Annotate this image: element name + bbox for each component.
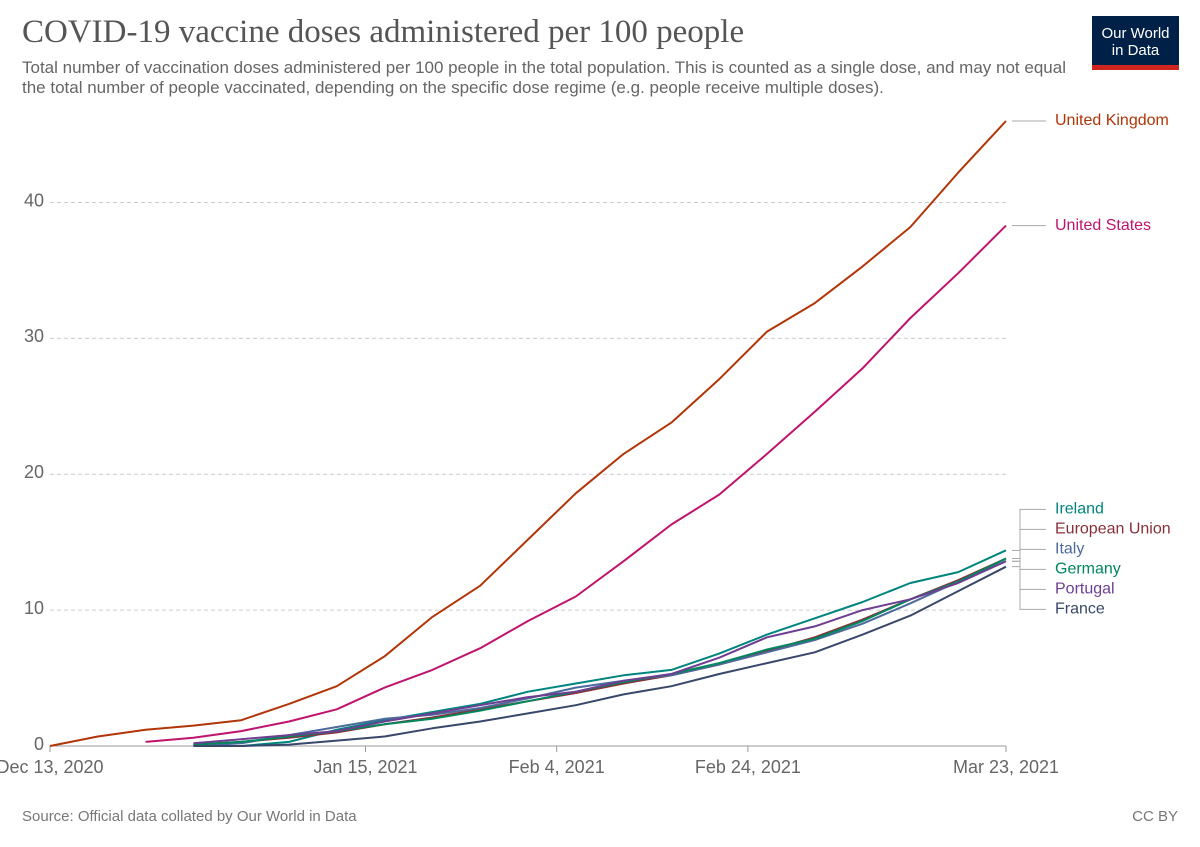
- label-connector: [1012, 560, 1046, 590]
- logo-text: in Data: [1111, 42, 1160, 59]
- series-line: [193, 565, 1007, 747]
- series-label: Germany: [1055, 561, 1121, 578]
- series-label: Italy: [1055, 541, 1084, 558]
- y-tick-label: 10: [24, 598, 44, 618]
- chart-subtitle: Total number of vaccination doses admini…: [22, 58, 1066, 97]
- series-label: France: [1055, 601, 1105, 618]
- label-connector: [1012, 528, 1046, 559]
- y-tick-label: 0: [34, 734, 44, 754]
- source: Source: Official data collated by Our Wo…: [22, 808, 357, 825]
- series-line: [193, 557, 1007, 746]
- series-label: Portugal: [1055, 581, 1115, 598]
- series-line: [145, 224, 1007, 743]
- label-connector: [1012, 558, 1046, 570]
- series-line: [241, 549, 1007, 747]
- y-tick-label: 30: [24, 326, 44, 346]
- x-tick-label: Dec 13, 2020: [0, 757, 104, 777]
- label-connector: [1012, 548, 1046, 562]
- logo-text: Our World: [1101, 25, 1170, 42]
- series-line: [193, 560, 1007, 745]
- series-label: United Kingdom: [1055, 112, 1169, 129]
- series-label: European Union: [1055, 521, 1171, 538]
- series-line: [49, 120, 1007, 747]
- y-tick-label: 40: [24, 190, 44, 210]
- series-line: [193, 557, 1007, 746]
- series-line: [193, 560, 1007, 747]
- x-tick-label: Feb 4, 2021: [509, 757, 605, 777]
- chart: 0 10 20 30 40 Dec 13, 2020 Jan 15, 2021 Feb 4, …: [0, 112, 1171, 777]
- x-tick-label: Jan 15, 2021: [313, 757, 417, 777]
- chart-title: COVID-19 vaccine doses administered per …: [22, 14, 745, 50]
- label-connector: [1012, 566, 1046, 610]
- x-tick-label: Mar 23, 2021: [953, 757, 1059, 777]
- series-label: Ireland: [1055, 501, 1104, 518]
- series-label: United States: [1055, 217, 1151, 234]
- y-tick-label: 20: [24, 462, 44, 482]
- logo[interactable]: Our World in Data: [1092, 16, 1179, 70]
- x-tick-label: Feb 24, 2021: [695, 757, 801, 777]
- license[interactable]: CC BY: [1132, 808, 1178, 825]
